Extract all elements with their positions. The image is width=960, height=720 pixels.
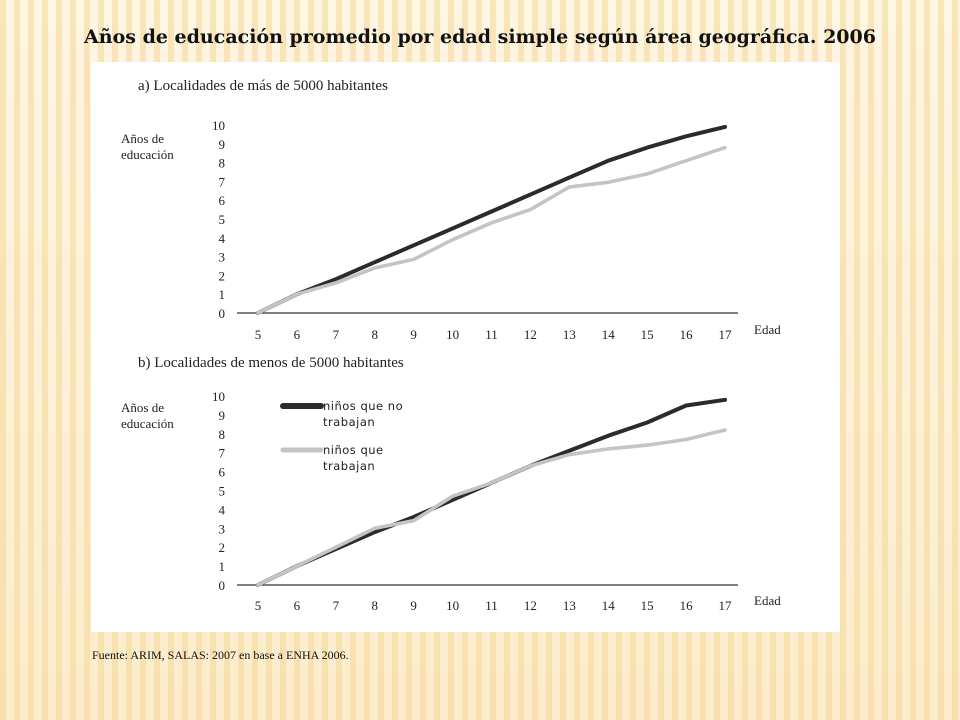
chart-svg: a) Localidades de más de 5000 habitantes… (121, 78, 781, 613)
p2-legend-label-2: niños que (323, 443, 384, 457)
p1-x-tick-label: 12 (524, 327, 537, 342)
p2-x-tick-label: 12 (524, 598, 537, 613)
p2-x-tick-label: 13 (563, 598, 576, 613)
p2-x-tick-label: 14 (602, 598, 616, 613)
p1-x-axis-label: Edad (754, 322, 781, 337)
p2-y-tick-label: 9 (219, 408, 226, 423)
p1-x-tick-label: 6 (294, 327, 301, 342)
p1-y-tick-label: 3 (219, 250, 226, 265)
p2-x-tick-label: 5 (255, 598, 262, 613)
p1-x-tick-label: 14 (602, 327, 616, 342)
p2-y-tick-label: 1 (219, 559, 226, 574)
p2-legend-label-2: trabajan (323, 459, 375, 473)
p2-legend-label-1: trabajan (323, 415, 375, 429)
p2-y-tick-label: 3 (219, 521, 226, 536)
p1-x-tick-label: 16 (680, 327, 694, 342)
p1-y-tick-label: 2 (219, 268, 226, 283)
p2-y-tick-label: 7 (219, 446, 226, 461)
p1-x-tick-label: 9 (410, 327, 417, 342)
p2-y-tick-label: 2 (219, 540, 226, 555)
p1-x-tick-label: 7 (333, 327, 340, 342)
p1-y-tick-label: 1 (219, 287, 226, 302)
p2-y-tick-label: 0 (219, 578, 226, 593)
p1-x-tick-label: 17 (719, 327, 733, 342)
p2-y-axis-label-line: educación (121, 416, 174, 431)
p2-y-tick-label: 8 (219, 427, 226, 442)
p1-y-axis-label-line: educación (121, 147, 174, 162)
p1-y-tick-label: 8 (219, 156, 226, 171)
p2-x-tick-label: 15 (641, 598, 654, 613)
slide-title: Años de educación promedio por edad simp… (84, 26, 876, 48)
p2-x-tick-label: 8 (372, 598, 379, 613)
p2-x-axis-label: Edad (754, 593, 781, 608)
p1-y-tick-label: 0 (219, 306, 226, 321)
p1-x-tick-label: 5 (255, 327, 262, 342)
p1-y-tick-label: 6 (219, 193, 226, 208)
p2-x-tick-label: 6 (294, 598, 301, 613)
p1-y-tick-label: 9 (219, 137, 226, 152)
p1-y-tick-label: 7 (219, 174, 226, 189)
p1-y-tick-label: 10 (212, 118, 225, 133)
p2-y-tick-label: 4 (219, 502, 226, 517)
p2-x-tick-label: 17 (719, 598, 733, 613)
p1-y-axis-label-line: Años de (121, 131, 164, 146)
p2-x-tick-label: 9 (410, 598, 417, 613)
p2-series-line-2 (256, 428, 727, 587)
p2-y-tick-label: 6 (219, 465, 226, 480)
p2-y-tick-label: 5 (219, 484, 226, 499)
p1-series-line-2 (256, 145, 727, 315)
p1-x-tick-label: 11 (485, 327, 498, 342)
p1-series-line-1 (256, 124, 727, 315)
chart-panel: a) Localidades de más de 5000 habitantes… (91, 62, 840, 632)
p2-x-tick-label: 11 (485, 598, 498, 613)
source-note: Fuente: ARIM, SALAS: 2007 en base a ENHA… (92, 648, 349, 662)
p1-x-tick-label: 13 (563, 327, 576, 342)
p1-x-tick-label: 8 (372, 327, 379, 342)
p2-panel-title: b) Localidades de menos de 5000 habitant… (138, 355, 404, 371)
p1-y-tick-label: 5 (219, 212, 226, 227)
p2-y-axis-label-line: Años de (121, 400, 164, 415)
p1-x-tick-label: 15 (641, 327, 654, 342)
p1-y-tick-label: 4 (219, 231, 226, 246)
p2-x-tick-label: 10 (446, 598, 459, 613)
p2-y-tick-label: 10 (212, 389, 225, 404)
p2-x-tick-label: 7 (333, 598, 340, 613)
p2-x-tick-label: 16 (680, 598, 694, 613)
p1-x-tick-label: 10 (446, 327, 459, 342)
p1-panel-title: a) Localidades de más de 5000 habitantes (138, 78, 388, 94)
p2-legend-label-1: niños que no (323, 399, 403, 413)
